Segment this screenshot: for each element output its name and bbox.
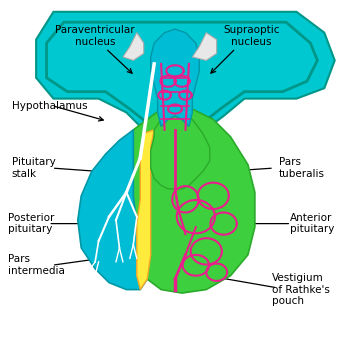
Polygon shape: [123, 33, 144, 61]
Text: Pars
tuberalis: Pars tuberalis: [279, 157, 325, 179]
Polygon shape: [78, 130, 147, 289]
Polygon shape: [193, 33, 217, 61]
Text: Anterior
pituitary: Anterior pituitary: [289, 213, 334, 234]
Text: Posterior
pituitary: Posterior pituitary: [8, 213, 55, 234]
Text: Hypothalamus: Hypothalamus: [12, 100, 88, 111]
Polygon shape: [151, 109, 210, 189]
Text: Pituitary
stalk: Pituitary stalk: [12, 157, 56, 179]
Polygon shape: [36, 12, 335, 175]
Polygon shape: [137, 130, 154, 289]
Text: Paraventricular
nucleus: Paraventricular nucleus: [55, 25, 135, 47]
Polygon shape: [151, 29, 199, 126]
Polygon shape: [130, 102, 255, 293]
Text: Supraoptic
nucleus: Supraoptic nucleus: [223, 25, 280, 47]
Text: Pars
intermedia: Pars intermedia: [8, 254, 65, 276]
Text: Vestigium
of Rathke's
pouch: Vestigium of Rathke's pouch: [272, 273, 330, 306]
